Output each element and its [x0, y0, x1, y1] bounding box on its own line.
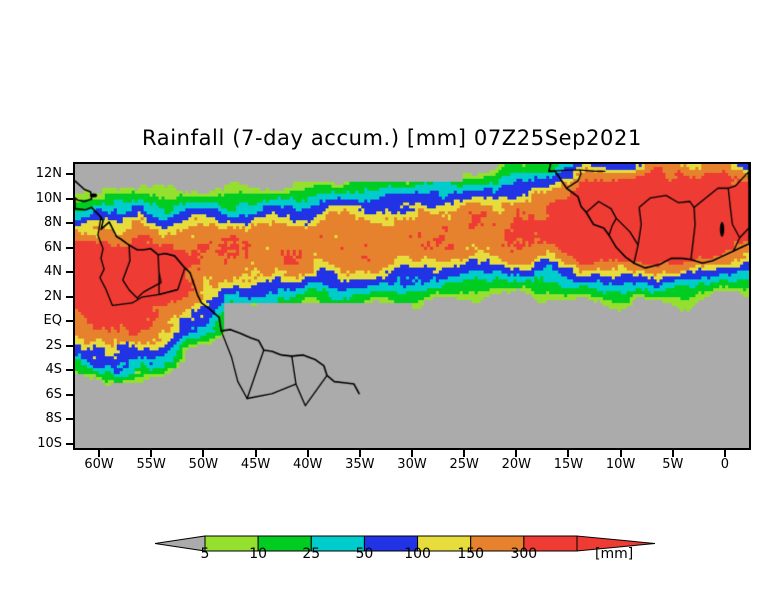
y-axis-label: 6N: [44, 239, 62, 255]
y-axis-tick: [66, 442, 73, 445]
y-axis-label: 8N: [44, 215, 62, 231]
x-axis-tick: [98, 450, 101, 457]
x-axis-label: 10W: [605, 457, 636, 472]
x-axis-tick: [202, 450, 205, 457]
y-axis-label: 12N: [35, 166, 62, 182]
y-axis-label: 4N: [44, 264, 62, 280]
y-axis-tick: [66, 246, 73, 249]
x-axis-tick: [254, 450, 257, 457]
y-axis-tick: [66, 418, 73, 421]
x-axis-tick: [567, 450, 570, 457]
y-axis-label: 6S: [45, 386, 62, 402]
y-axis-tick: [66, 197, 73, 200]
colorbar-tick-label: 50: [355, 546, 374, 562]
y-axis-tick: [66, 173, 73, 176]
x-axis-tick: [463, 450, 466, 457]
x-axis-label: 35W: [345, 457, 375, 472]
x-axis-label: 30W: [397, 457, 427, 472]
x-axis-label: 50W: [188, 457, 219, 472]
y-axis-label: 2S: [45, 337, 62, 353]
x-axis-label: 45W: [240, 457, 271, 472]
y-axis-label: 10S: [37, 435, 62, 451]
map-plot-area: [73, 162, 751, 450]
y-axis-label: 10N: [35, 190, 62, 206]
x-axis-label: 60W: [84, 457, 114, 472]
y-axis-tick: [66, 320, 73, 323]
x-axis-tick: [671, 450, 674, 457]
y-axis-label: 2N: [44, 288, 62, 304]
y-axis-tick: [66, 393, 73, 396]
y-axis-tick: [66, 222, 73, 225]
colorbar-tick-label: 300: [510, 546, 538, 562]
x-axis-tick: [619, 450, 622, 457]
colorbar-high-arrow: [576, 535, 655, 552]
colorbar-tick-label: 150: [457, 546, 485, 562]
x-axis-tick: [358, 450, 361, 457]
x-axis-label: 40W: [292, 457, 323, 472]
colorbar-swatches: [155, 535, 655, 552]
colorbar-unit-label: [mm]: [595, 546, 634, 562]
y-axis-label: 4S: [45, 362, 62, 378]
x-axis-tick: [411, 450, 413, 457]
x-axis-label: 15W: [553, 457, 584, 472]
colorbar-tick-label: 5: [200, 546, 210, 562]
y-axis-tick: [66, 295, 73, 298]
y-axis-tick: [66, 344, 73, 347]
x-axis-label: 25W: [449, 457, 479, 472]
x-axis-tick: [150, 450, 153, 457]
x-axis-tick: [306, 450, 309, 457]
colorbar-tick-label: 25: [302, 546, 321, 562]
x-axis-tick: [515, 450, 518, 457]
rainfall-raster: [75, 164, 749, 448]
y-axis-label: EQ: [43, 313, 62, 329]
colorbar-tick-label: 10: [249, 546, 268, 562]
colorbar-tick-label: 100: [404, 546, 431, 562]
x-axis-tick: [723, 450, 726, 457]
x-axis-label: 20W: [501, 457, 531, 472]
x-axis-label: 0: [720, 457, 730, 472]
page-title: Rainfall (7-day accum.) [mm] 07Z25Sep202…: [142, 126, 642, 150]
y-axis-tick: [66, 369, 73, 372]
y-axis-label: 8S: [45, 411, 62, 427]
x-axis-label: 55W: [136, 457, 166, 472]
x-axis-label: 5W: [662, 457, 684, 472]
y-axis-tick: [66, 271, 73, 274]
colorbar: 5 10 25 50 100 150 300 [mm]: [155, 527, 655, 577]
